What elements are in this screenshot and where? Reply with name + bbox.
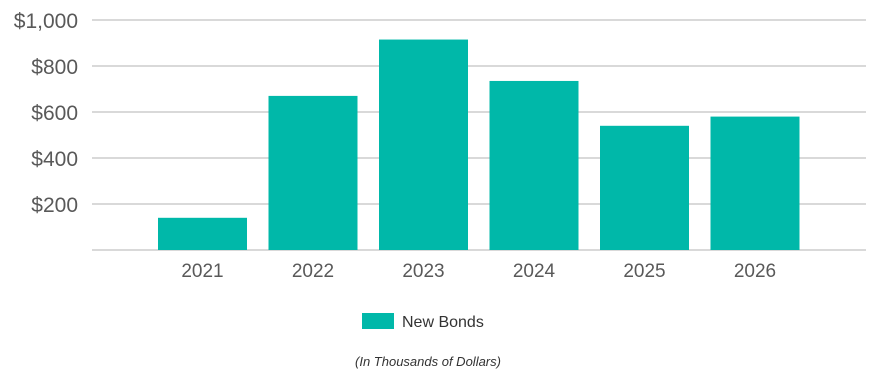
bar-2026 [710, 116, 800, 250]
bar-2021 [158, 217, 247, 250]
chart-footnote: (In Thousands of Dollars) [355, 354, 501, 369]
y-tick-label: $600 [31, 102, 78, 125]
bar-2025 [600, 125, 689, 250]
bar-2023 [379, 39, 468, 250]
legend: New Bonds [362, 313, 484, 331]
y-tick-label: $800 [31, 56, 78, 79]
bar-2022 [268, 95, 358, 251]
x-tick-label: 2022 [292, 261, 334, 282]
bars [158, 39, 800, 251]
x-axis-ticks: 2021 2022 2023 2024 2025 2026 [181, 261, 776, 282]
x-tick-label: 2025 [623, 261, 665, 282]
x-tick-label: 2021 [181, 261, 223, 282]
y-tick-label: $400 [31, 148, 78, 171]
x-tick-label: 2026 [734, 261, 776, 282]
y-tick-label: $200 [31, 194, 78, 217]
x-tick-label: 2024 [513, 261, 556, 282]
x-tick-label: 2023 [402, 261, 444, 282]
bar-2024 [489, 80, 579, 250]
y-tick-label: $1,000 [14, 10, 78, 33]
legend-label-new-bonds: New Bonds [402, 314, 484, 331]
y-axis-ticks: $200 $400 $600 $800 $1,000 [14, 10, 78, 217]
legend-swatch [362, 313, 394, 329]
